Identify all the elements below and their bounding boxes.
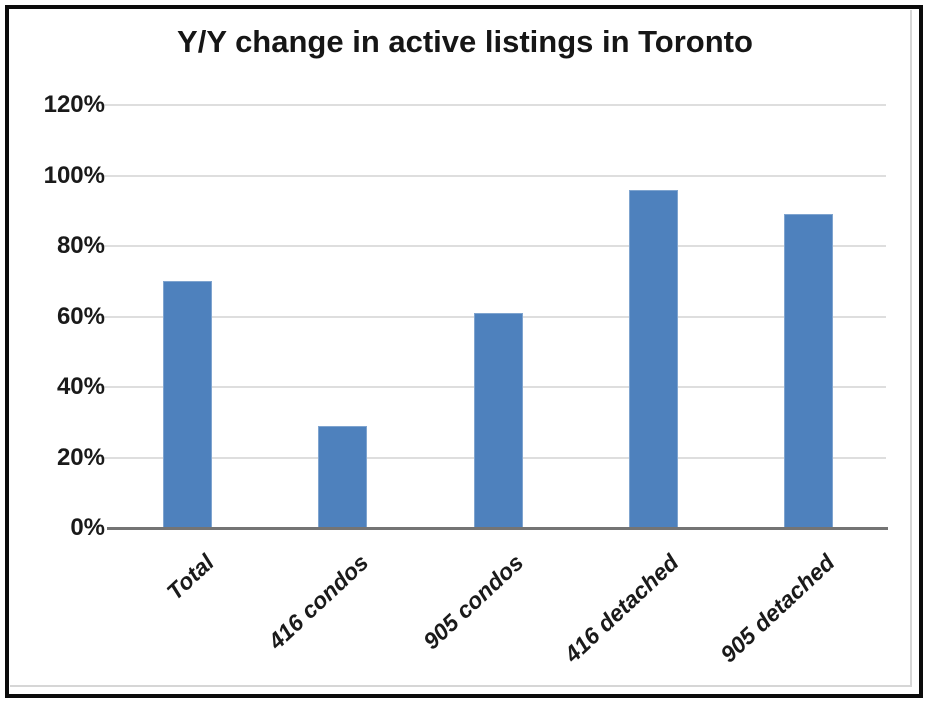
- y-axis-tick-label: 20%: [56, 443, 105, 471]
- chart-sheet: [10, 10, 912, 687]
- y-gridline: [101, 174, 886, 177]
- bar-416-condos: [318, 425, 368, 528]
- bar-905-detached: [783, 214, 833, 528]
- y-axis-tick-label: 100%: [43, 161, 105, 189]
- y-axis-tick-label: 120%: [43, 91, 105, 118]
- x-axis-line: [107, 527, 888, 530]
- bar-416-detached: [628, 189, 678, 528]
- y-axis-tick-label: 60%: [56, 302, 105, 330]
- bar-total: [163, 281, 213, 529]
- bar-905-condos: [473, 313, 523, 528]
- chart-title: Y/Y change in active listings in Toronto: [177, 24, 753, 59]
- y-gridline: [101, 104, 886, 106]
- y-gridline: [101, 245, 886, 247]
- y-axis-tick-label: 40%: [56, 373, 105, 400]
- y-axis-tick-label: 0%: [70, 514, 105, 541]
- y-axis-tick-label: 80%: [56, 232, 105, 259]
